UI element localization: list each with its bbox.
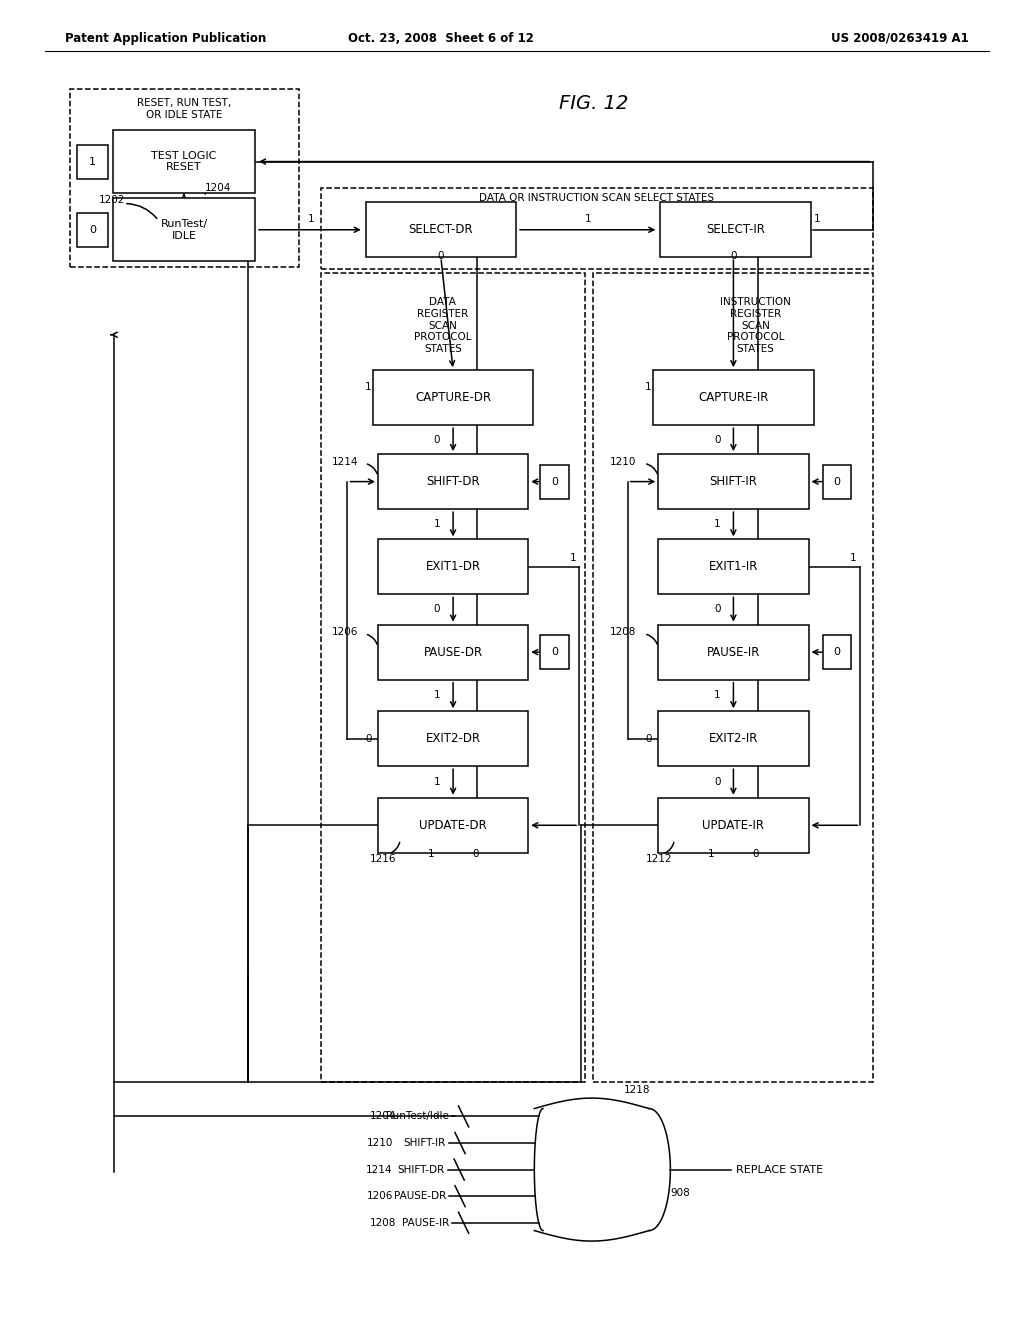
FancyBboxPatch shape bbox=[823, 465, 851, 499]
FancyBboxPatch shape bbox=[541, 465, 569, 499]
Text: PAUSE-IR: PAUSE-IR bbox=[707, 645, 760, 659]
Text: 1210: 1210 bbox=[367, 1138, 393, 1148]
Text: EXIT1-IR: EXIT1-IR bbox=[709, 561, 758, 573]
FancyBboxPatch shape bbox=[378, 711, 528, 766]
Text: 0: 0 bbox=[437, 251, 444, 261]
Text: 1: 1 bbox=[307, 214, 314, 224]
Text: CAPTURE-IR: CAPTURE-IR bbox=[698, 391, 769, 404]
Text: 0: 0 bbox=[472, 849, 478, 859]
Text: PAUSE-DR: PAUSE-DR bbox=[424, 645, 482, 659]
Text: 1: 1 bbox=[433, 777, 440, 787]
Text: 1: 1 bbox=[585, 214, 592, 224]
FancyBboxPatch shape bbox=[658, 797, 809, 853]
Text: 1206: 1206 bbox=[367, 1191, 393, 1201]
Text: FIG. 12: FIG. 12 bbox=[558, 94, 628, 114]
Text: SHIFT-DR: SHIFT-DR bbox=[397, 1164, 445, 1175]
Text: 0: 0 bbox=[646, 734, 652, 743]
Text: 0: 0 bbox=[551, 477, 558, 487]
FancyBboxPatch shape bbox=[378, 540, 528, 594]
FancyBboxPatch shape bbox=[378, 797, 528, 853]
Text: UPDATE-IR: UPDATE-IR bbox=[702, 818, 764, 832]
Text: 0: 0 bbox=[834, 477, 841, 487]
Text: 0: 0 bbox=[366, 734, 372, 743]
Text: RunTest/
IDLE: RunTest/ IDLE bbox=[161, 219, 208, 240]
Text: 1204: 1204 bbox=[370, 1111, 396, 1122]
Text: DATA OR INSTRUCTION SCAN SELECT STATES: DATA OR INSTRUCTION SCAN SELECT STATES bbox=[479, 193, 714, 203]
FancyBboxPatch shape bbox=[373, 370, 534, 425]
Text: 0: 0 bbox=[714, 434, 721, 445]
Text: INSTRUCTION
REGISTER
SCAN
PROTOCOL
STATES: INSTRUCTION REGISTER SCAN PROTOCOL STATE… bbox=[720, 297, 792, 354]
FancyBboxPatch shape bbox=[77, 144, 108, 178]
FancyBboxPatch shape bbox=[658, 454, 809, 510]
Text: 0: 0 bbox=[834, 647, 841, 657]
Text: SHIFT-DR: SHIFT-DR bbox=[426, 475, 480, 488]
Text: EXIT2-DR: EXIT2-DR bbox=[426, 733, 480, 746]
Text: 0: 0 bbox=[89, 224, 96, 235]
Text: Patent Application Publication: Patent Application Publication bbox=[66, 32, 266, 45]
FancyBboxPatch shape bbox=[660, 202, 811, 257]
FancyBboxPatch shape bbox=[653, 370, 814, 425]
Text: 1218: 1218 bbox=[624, 1085, 650, 1096]
FancyBboxPatch shape bbox=[113, 198, 255, 261]
Text: EXIT2-IR: EXIT2-IR bbox=[709, 733, 758, 746]
Text: UPDATE-DR: UPDATE-DR bbox=[419, 818, 487, 832]
Text: 1210: 1210 bbox=[609, 457, 636, 467]
Text: SHIFT-IR: SHIFT-IR bbox=[710, 475, 758, 488]
Text: 1206: 1206 bbox=[332, 627, 358, 638]
Text: 0: 0 bbox=[551, 647, 558, 657]
FancyBboxPatch shape bbox=[378, 454, 528, 510]
FancyBboxPatch shape bbox=[113, 131, 255, 193]
Text: 0: 0 bbox=[433, 434, 440, 445]
Text: 1: 1 bbox=[645, 383, 651, 392]
Text: 0: 0 bbox=[730, 251, 736, 261]
Text: 1212: 1212 bbox=[646, 854, 673, 865]
Text: 1208: 1208 bbox=[609, 627, 636, 638]
Text: PAUSE-DR: PAUSE-DR bbox=[393, 1191, 445, 1201]
Text: 1: 1 bbox=[433, 690, 440, 701]
Text: 1: 1 bbox=[714, 690, 721, 701]
Text: 1: 1 bbox=[427, 849, 434, 859]
Text: 1204: 1204 bbox=[205, 182, 231, 193]
Text: 0: 0 bbox=[433, 603, 440, 614]
Text: 1: 1 bbox=[365, 383, 371, 392]
Text: 0: 0 bbox=[753, 849, 759, 859]
Text: 0: 0 bbox=[714, 603, 721, 614]
FancyBboxPatch shape bbox=[658, 624, 809, 680]
Text: SELECT-IR: SELECT-IR bbox=[706, 223, 765, 236]
Text: 1214: 1214 bbox=[366, 1164, 392, 1175]
Text: 1: 1 bbox=[708, 849, 715, 859]
Text: 1: 1 bbox=[714, 519, 721, 528]
FancyBboxPatch shape bbox=[77, 213, 108, 247]
FancyBboxPatch shape bbox=[658, 711, 809, 766]
Text: 1208: 1208 bbox=[370, 1218, 396, 1228]
Text: 1216: 1216 bbox=[370, 854, 396, 865]
Text: RunTest/Idle: RunTest/Idle bbox=[386, 1111, 450, 1122]
Text: SHIFT-IR: SHIFT-IR bbox=[403, 1138, 445, 1148]
Text: PAUSE-IR: PAUSE-IR bbox=[402, 1218, 450, 1228]
Text: SELECT-DR: SELECT-DR bbox=[409, 223, 473, 236]
Text: 1: 1 bbox=[569, 553, 577, 562]
Text: Oct. 23, 2008  Sheet 6 of 12: Oct. 23, 2008 Sheet 6 of 12 bbox=[348, 32, 534, 45]
FancyBboxPatch shape bbox=[541, 635, 569, 669]
Text: 0: 0 bbox=[714, 777, 721, 787]
Text: US 2008/0263419 A1: US 2008/0263419 A1 bbox=[831, 32, 969, 45]
Text: 1202: 1202 bbox=[98, 194, 125, 205]
FancyBboxPatch shape bbox=[658, 540, 809, 594]
Text: 1: 1 bbox=[433, 519, 440, 528]
Text: 1: 1 bbox=[850, 553, 857, 562]
Text: 1214: 1214 bbox=[332, 457, 358, 467]
Polygon shape bbox=[535, 1098, 671, 1241]
Text: EXIT1-DR: EXIT1-DR bbox=[426, 561, 480, 573]
FancyBboxPatch shape bbox=[378, 624, 528, 680]
FancyBboxPatch shape bbox=[823, 635, 851, 669]
Text: REPLACE STATE: REPLACE STATE bbox=[736, 1164, 823, 1175]
Text: 1: 1 bbox=[89, 157, 96, 166]
Text: CAPTURE-DR: CAPTURE-DR bbox=[415, 391, 492, 404]
Text: DATA
REGISTER
SCAN
PROTOCOL
STATES: DATA REGISTER SCAN PROTOCOL STATES bbox=[414, 297, 472, 354]
Text: RESET, RUN TEST,
OR IDLE STATE: RESET, RUN TEST, OR IDLE STATE bbox=[137, 98, 231, 120]
FancyBboxPatch shape bbox=[366, 202, 516, 257]
Text: 1: 1 bbox=[813, 214, 820, 224]
Text: TEST LOGIC
RESET: TEST LOGIC RESET bbox=[152, 150, 217, 173]
Text: 908: 908 bbox=[671, 1188, 690, 1199]
